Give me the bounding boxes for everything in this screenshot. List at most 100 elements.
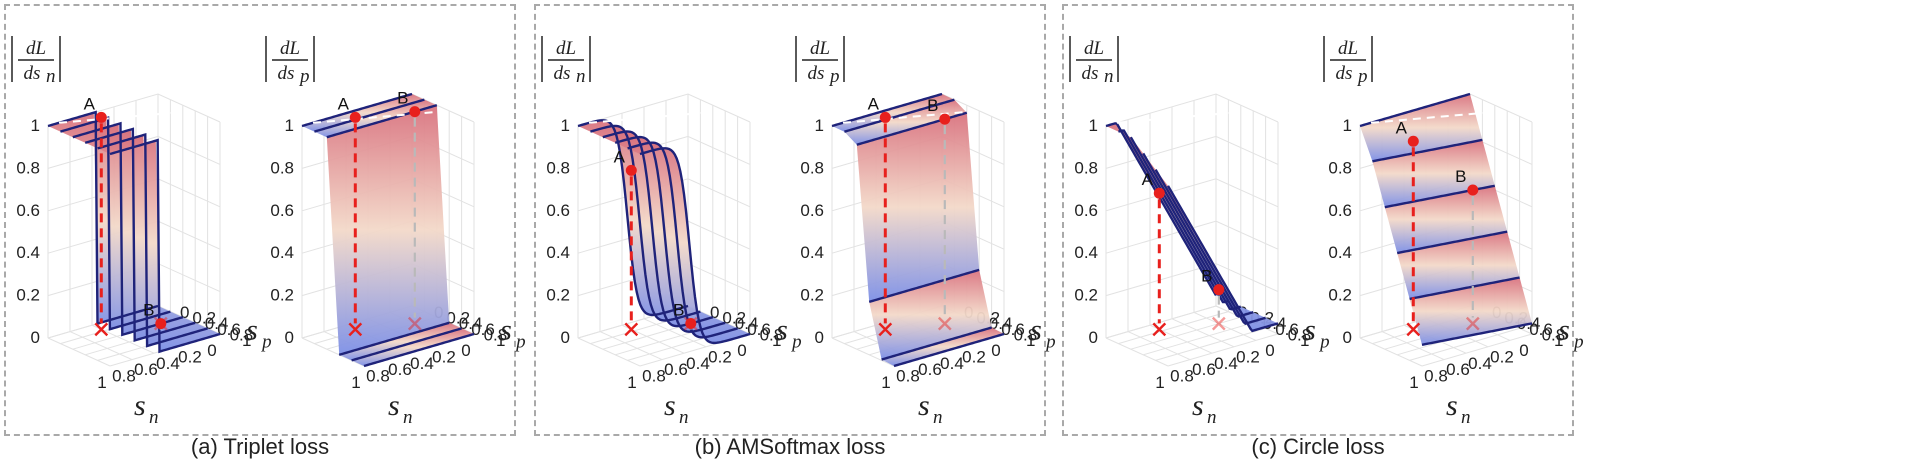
grid-line [1130,316,1241,350]
point-a-label: A [338,94,350,113]
caption-triplet-loss: (a) Triplet loss [190,434,330,459]
sn-tick-label: 0.8 [1170,367,1194,386]
contour-line [1421,322,1533,346]
contour-line [1372,138,1483,163]
sn-tick-label: 0 [1519,341,1528,360]
z-tick-label: 0.2 [546,286,570,305]
sp-tick-label: 0.2 [192,309,216,328]
point-b-floor-cross [937,316,952,331]
point-a-floor-cross [94,322,109,337]
point-a-marker [349,111,361,123]
z-tick-label: 0.2 [800,286,824,305]
contour-line [84,127,196,342]
contour-line [831,92,943,128]
sn-tick-label: 0 [737,341,746,360]
sp-tick-label: 0.6 [1001,320,1025,339]
caption-circle-loss: (c) Circle loss [1251,434,1385,459]
ylabel-subscript: n [46,66,56,87]
sn-axis-subscript: n [933,407,943,428]
point-b-marker [1467,184,1479,196]
grid-line [1409,327,1520,361]
contour-line [881,326,992,361]
sn-tick-label: 0.4 [1468,354,1492,373]
gradient-magnitude-label: dL ds p [265,36,315,87]
surface-strip [1360,94,1483,162]
surface [302,94,474,366]
sp-tick-label: 1 [1026,331,1035,350]
sp-tick-label: 0.6 [1529,320,1553,339]
contour-line [1409,276,1520,301]
z-tick-label: 0.8 [16,158,40,177]
point-a-floor-cross [348,322,363,337]
ylabel-numerator: dL [280,38,300,59]
contour-line [577,119,689,317]
point-b-floor-cross [407,316,422,331]
point-b-label: B [927,96,938,115]
ylabel-denominator: ds [554,63,571,84]
sp-axis-label: s [1558,313,1570,346]
z-tick-label: 0 [815,328,824,347]
contour-line [590,124,701,322]
sp-axis-subscript: p [1572,331,1584,352]
contour-line [1129,136,1242,311]
z-tick-label: 0.6 [1074,201,1098,220]
sn-tick-label: 0.2 [1236,347,1260,366]
group-circle-loss [1062,4,1574,436]
sp-tick-label: 0.8 [1542,325,1566,344]
sp-tick-label: 0.4 [735,314,759,333]
panel-amsoftmax-sp: 00.20.40.60.8110.80.60.40.2000.20.40.60.… [792,6,1092,432]
contour-line [893,332,1005,368]
grid-line [1171,318,1235,348]
point-b-label: B [1455,167,1466,186]
gradient-magnitude-label: dL ds p [795,36,845,87]
caption-amsoftmax-loss: (b) AMSoftmax loss [694,434,886,459]
grid-line [1381,331,1445,361]
ylabel-subscript: p [298,66,310,87]
sp-tick-label: 0.8 [1014,325,1038,344]
sp-tick-label: 0.8 [230,325,254,344]
sn-tick-label: 0.8 [112,367,136,386]
grid-line [69,331,133,361]
reference-dashed-line [588,109,726,124]
sn-tick-label: 1 [627,373,636,392]
sp-axis-label: s [500,313,512,346]
contour-line [314,98,425,133]
sp-tick-label: 0 [180,303,189,322]
reference-dashed-line [1116,109,1254,124]
group-triplet-loss [4,4,516,436]
z-tick-label: 0.4 [546,243,570,262]
point-b-marker [939,113,951,125]
z-tick-label: 0.6 [546,201,570,220]
contour-line [47,110,159,326]
z-tick-label: 0 [561,328,570,347]
sn-tick-label: 1 [351,373,360,392]
contour-line [639,147,751,345]
surface-strip [856,112,980,302]
sp-axis-subscript: p [514,331,526,352]
sp-axis-subscript: p [1044,331,1056,352]
surface-strip [302,94,425,132]
point-a-label: A [614,147,626,166]
sn-tick-label: 0.2 [708,347,732,366]
point-b-label: B [1201,267,1212,286]
z-tick-label: 0.8 [800,158,824,177]
z-tick-label: 0.8 [1074,158,1098,177]
surface-strip [1384,185,1508,254]
sn-tick-label: 0.2 [962,347,986,366]
contour-line [1118,129,1229,304]
sn-tick-label: 0.4 [156,354,180,373]
z-tick-label: 0.8 [270,158,294,177]
point-b-marker [409,106,421,118]
surface-strip [326,105,450,355]
sp-tick-label: 1 [1554,331,1563,350]
sp-tick-label: 0.8 [760,325,784,344]
sp-tick-label: 1 [772,331,781,350]
z-tick-label: 1 [31,116,40,135]
z-tick-label: 0 [285,328,294,347]
surface-strip [869,269,992,360]
grid-line [1421,333,1533,367]
sn-tick-label: 0.6 [388,360,412,379]
point-a-marker [879,111,891,123]
sn-tick-label: 0 [991,341,1000,360]
contour-line [97,132,208,348]
